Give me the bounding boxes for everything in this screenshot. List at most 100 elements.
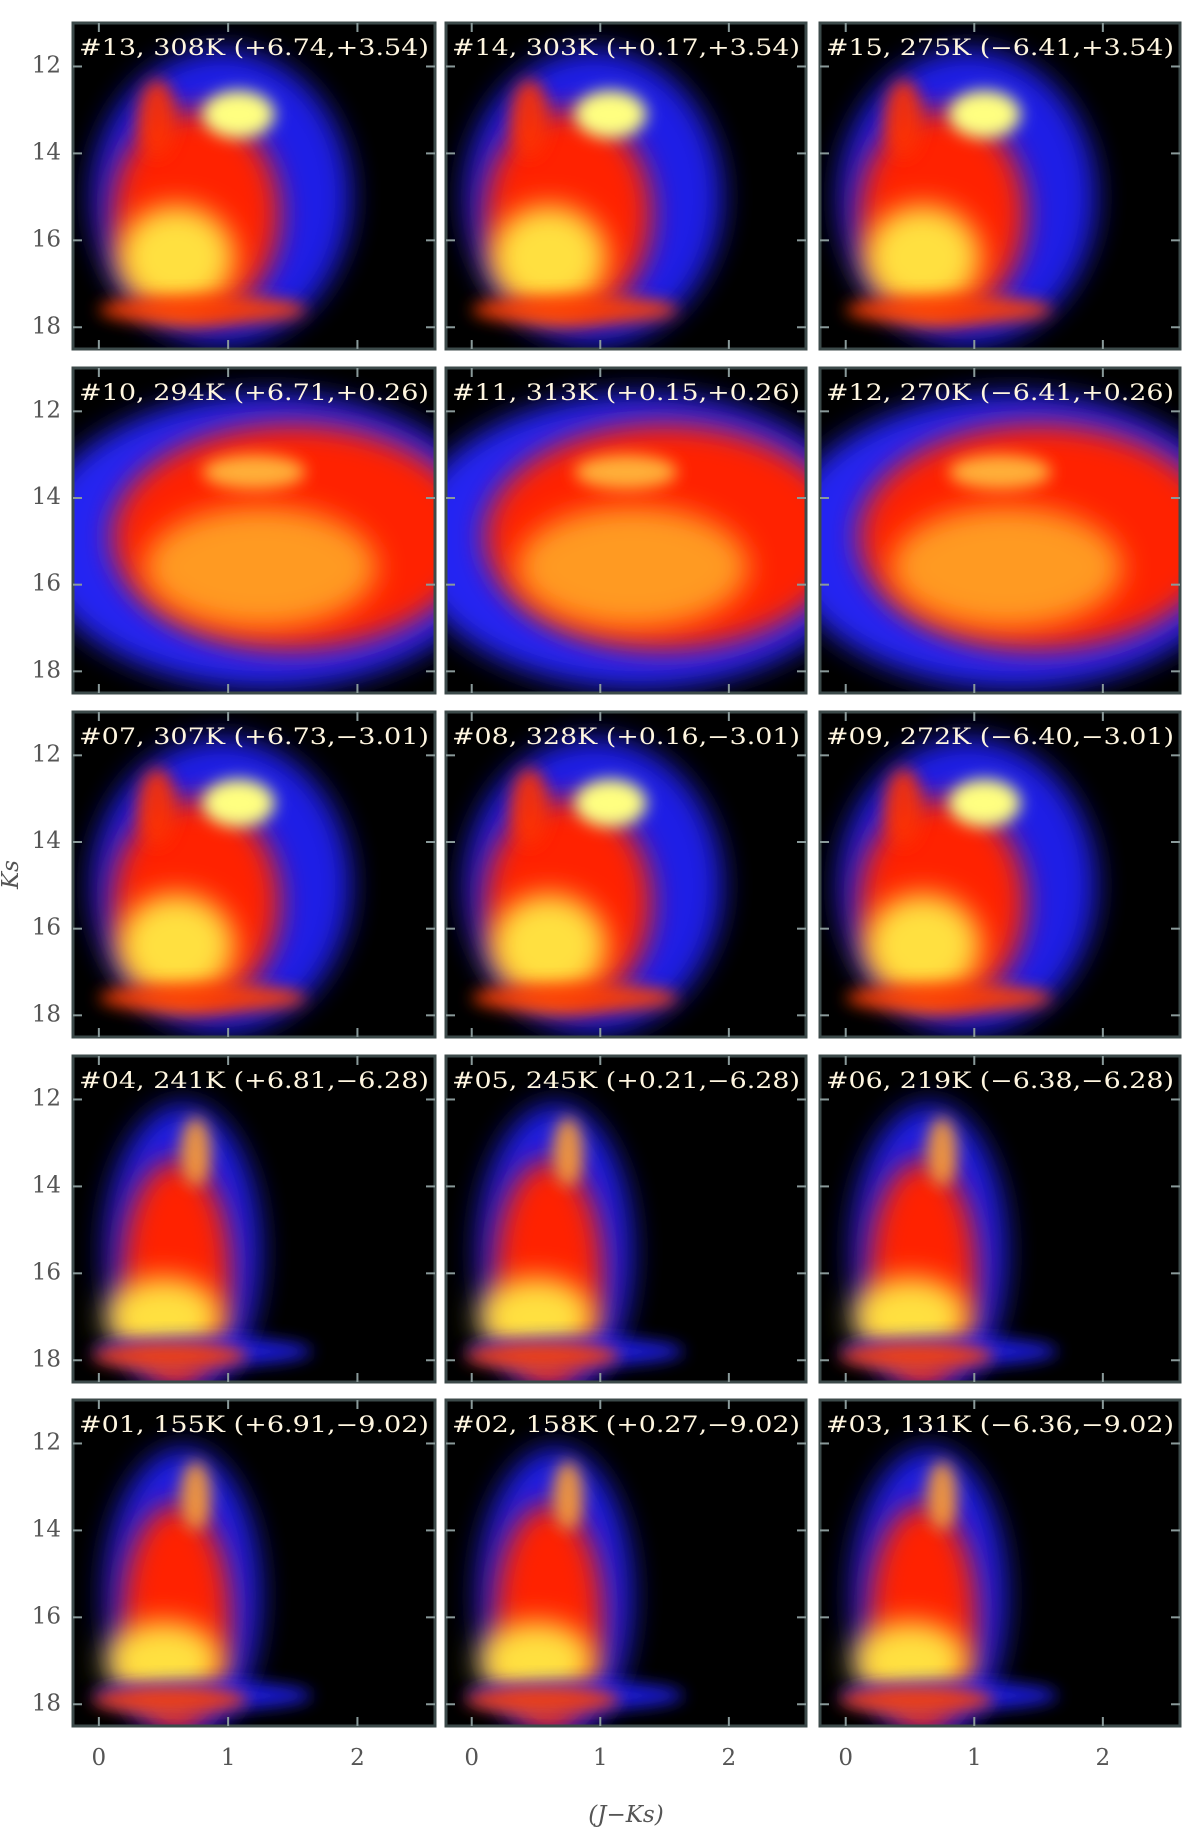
density-blob [98,982,306,1014]
panel-frame [818,366,1182,695]
x-tick-label: 2 [1096,1745,1111,1771]
density-blob [490,894,607,998]
density-blob [137,79,177,158]
y-tick-label: 16 [32,571,61,597]
density-map [465,1103,684,1382]
density-map [839,49,1097,345]
panel: #15, 275K (−6.41,+3.54) [818,21,1182,351]
density-blob [202,454,306,490]
y-tick-label: 14 [32,1516,61,1542]
density-blob [144,506,377,628]
density-blob [516,506,749,628]
panel: 12 14 16 18 #07, 307K (+6.73,−3.01) Ks [0,710,437,1039]
panel-frame [444,1398,808,1728]
density-blob [845,982,1052,1014]
y-tick-label: 16 [32,226,61,252]
density-blob [92,1686,248,1713]
density-map [839,1447,1058,1726]
panel: #09, 272K (−6.40,−3.01) [818,710,1182,1039]
density-blob [865,205,981,310]
panel-label: #09, 272K (−6.40,−3.01) [826,725,1174,750]
y-tick-label: 18 [32,1346,61,1372]
density-blob [574,779,647,827]
density-blob [490,205,607,310]
x-axis-label: (J−Ks) [588,1802,663,1828]
density-blob [510,79,549,158]
panel-frame [444,366,808,695]
density-map [465,1447,684,1726]
density-blob [465,1686,620,1713]
panel: #12, 270K (−6.41,+0.26) [818,366,1182,695]
x-tick-label: 0 [464,1745,479,1771]
density-blob [105,1621,222,1700]
y-tick-label: 14 [32,139,61,165]
density-blob [845,294,1052,326]
density-blob [926,1116,958,1187]
density-blob [574,454,678,490]
panel-label: #08, 328K (+0.16,−3.01) [452,725,800,750]
panel-label: #06, 219K (−6.38,−6.28) [826,1069,1174,1094]
y-tick-label: 12 [32,397,61,423]
panel: 12 14 16 18 #10, 294K (+6.71,+0.26) [32,366,437,695]
x-tick-label: 0 [838,1745,853,1771]
panel: 12 14 16 18 #13, 308K (+6.74,+3.54) [32,21,437,351]
density-map [465,49,723,345]
density-blob [574,90,647,139]
density-map [92,49,351,345]
density-blob [884,768,923,847]
panel-label: #14, 303K (+0.17,+3.54) [452,36,800,61]
y-tick-label: 16 [32,1259,61,1285]
panel-frame [71,21,437,351]
density-blob [118,894,235,998]
panel: 12 14 16 18 #04, 241K (+6.81,−6.28) [32,1054,437,1384]
panel-frame [444,710,808,1039]
panel-label: #02, 158K (+0.27,−9.02) [452,1413,800,1438]
density-blob [202,90,275,139]
density-map [73,394,435,689]
panel: #06, 219K (−6.38,−6.28) [818,1054,1182,1384]
y-tick-label: 14 [32,484,61,510]
density-blob [510,768,549,847]
density-blob [852,1277,968,1356]
density-blob [471,294,678,326]
y-axis-label: Ks [0,860,24,890]
density-blob [202,779,275,827]
density-blob [948,779,1021,827]
panel-label: #07, 307K (+6.73,−3.01) [79,725,429,750]
density-blob [552,1460,584,1531]
density-blob [852,1621,968,1700]
density-blob [137,768,177,847]
density-blob [465,1342,620,1369]
density-blob [180,1116,212,1187]
density-map [92,1103,313,1382]
density-map [92,1447,313,1726]
density-map [839,738,1097,1033]
y-tick-label: 12 [32,52,61,78]
density-blob [948,90,1021,139]
density-blob [926,1460,958,1531]
x-tick-label: 1 [221,1745,236,1771]
panel: #05, 245K (+0.21,−6.28) [444,1054,808,1384]
density-blob [884,79,923,158]
panel-frame [71,710,437,1039]
y-tick-label: 16 [32,1603,61,1629]
density-blob [98,294,306,326]
density-blob [839,1686,994,1713]
panel-frame [71,1054,437,1384]
panel-label: #01, 155K (+6.91,−9.02) [79,1413,429,1438]
density-map [92,738,351,1033]
y-tick-label: 18 [32,313,61,339]
panel: 0 1 2 #02, 158K (+0.27,−9.02) (J−Ks) [444,1398,808,1828]
panel: #11, 313K (+0.15,+0.26) [444,366,808,695]
density-blob [865,894,981,998]
y-tick-label: 14 [32,828,61,854]
panel: #14, 303K (+0.17,+3.54) [444,21,808,351]
density-blob [105,1277,222,1356]
panel: 0 1 2 #03, 131K (−6.36,−9.02) [818,1398,1182,1771]
y-tick-label: 12 [32,741,61,767]
panel-frame [818,21,1182,351]
panel-frame [444,1054,808,1384]
y-tick-label: 12 [32,1085,61,1111]
